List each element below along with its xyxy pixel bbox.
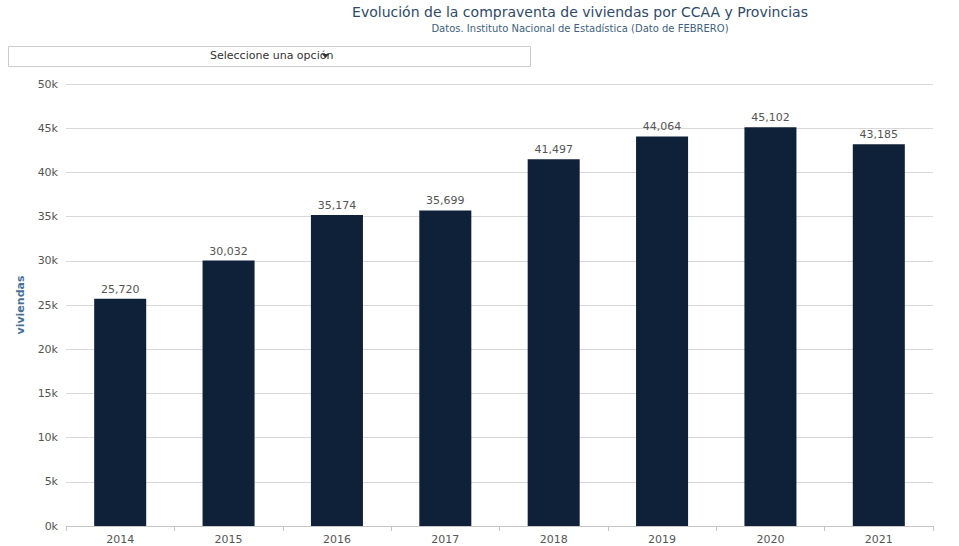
svg-text:40k: 40k — [38, 166, 59, 179]
svg-text:2017: 2017 — [431, 533, 459, 546]
svg-text:15k: 15k — [38, 387, 59, 400]
svg-text:viviendas: viviendas — [14, 275, 27, 334]
svg-text:25k: 25k — [38, 299, 59, 312]
svg-text:35,699: 35,699 — [426, 194, 465, 207]
svg-text:2014: 2014 — [106, 533, 134, 546]
svg-text:50k: 50k — [38, 78, 59, 91]
svg-text:2015: 2015 — [215, 533, 243, 546]
svg-text:2021: 2021 — [865, 533, 893, 546]
svg-text:35,174: 35,174 — [318, 199, 357, 212]
svg-text:2019: 2019 — [648, 533, 676, 546]
svg-text:45k: 45k — [38, 122, 59, 135]
svg-text:0k: 0k — [45, 520, 59, 533]
svg-text:45,102: 45,102 — [751, 111, 790, 124]
svg-text:2020: 2020 — [756, 533, 784, 546]
svg-text:30k: 30k — [38, 254, 59, 267]
svg-text:Seleccione una opción: Seleccione una opción — [210, 49, 333, 62]
svg-text:41,497: 41,497 — [534, 143, 573, 156]
svg-text:25,720: 25,720 — [101, 283, 140, 296]
svg-text:Datos. Instituto Nacional de E: Datos. Instituto Nacional de Estadística… — [431, 23, 728, 34]
svg-text:30,032: 30,032 — [209, 245, 248, 258]
svg-text:5k: 5k — [45, 475, 59, 488]
svg-text:44,064: 44,064 — [643, 120, 682, 133]
svg-text:2018: 2018 — [540, 533, 568, 546]
svg-text:10k: 10k — [38, 431, 59, 444]
svg-text:2016: 2016 — [323, 533, 351, 546]
svg-text:Evolución de la compraventa de: Evolución de la compraventa de viviendas… — [352, 4, 808, 20]
svg-text:35k: 35k — [38, 210, 59, 223]
svg-text:20k: 20k — [38, 343, 59, 356]
svg-text:43,185: 43,185 — [860, 128, 899, 141]
